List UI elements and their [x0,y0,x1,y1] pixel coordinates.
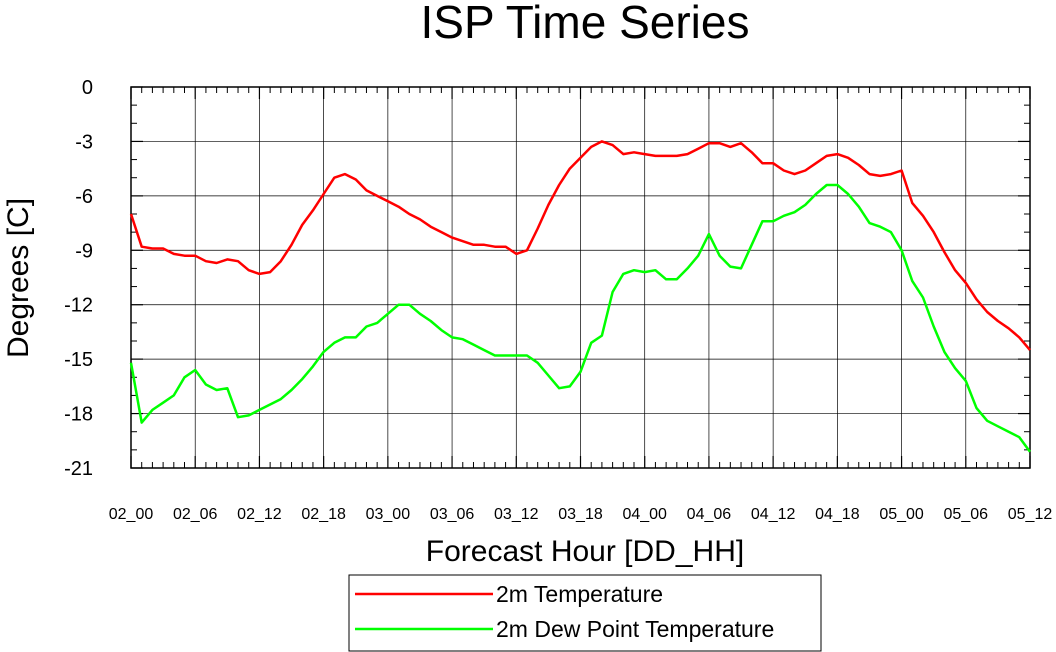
legend: 2m Temperature 2m Dew Point Temperature [348,574,822,652]
x-tick-label: 04_18 [815,506,860,523]
legend-label-dew-point: 2m Dew Point Temperature [496,616,774,642]
series-lines [129,140,1032,453]
ticks [130,86,1031,469]
x-tick-label: 02_00 [109,506,154,523]
x-tick-label: 04_00 [622,506,667,523]
y-tick-label: -3 [75,131,93,153]
temperature-line [129,140,1031,351]
x-tick-label: 03_00 [366,506,411,523]
x-tick-label: 03_06 [430,506,475,523]
x-tick-labels: 02_00 02_06 02_12 02_18 03_00 03_06 03_12 03_18… [109,506,1053,523]
legend-box [348,574,822,652]
chart-title: ISP Time Series [421,0,750,48]
x-tick-label: 05_00 [879,506,924,523]
x-tick-label: 03_18 [558,506,603,523]
x-tick-label: 04_12 [751,506,796,523]
x-axis-label: Forecast Hour [DD_HH] [426,535,744,568]
x-tick-label: 05_06 [944,506,989,523]
y-tick-label: -18 [64,404,93,426]
x-tick-label: 02_18 [301,506,346,523]
y-tick-labels: 0 -3 -6 -9 -12 -15 -18 -21 [64,77,93,480]
y-tick-label: -15 [64,349,93,371]
legend-label-temperature: 2m Temperature [496,581,663,607]
grid [130,86,1031,469]
y-tick-label: -9 [75,240,93,262]
x-tick-label: 03_12 [494,506,539,523]
x-tick-label: 04_06 [687,506,732,523]
x-tick-label: 05_12 [1008,506,1053,523]
y-tick-label: -6 [75,186,93,208]
y-tick-label: 0 [82,77,93,99]
y-axis-label: Degrees [C] [2,198,35,358]
dew-point-line [129,183,1032,453]
x-tick-label: 02_06 [173,506,218,523]
y-tick-label: -21 [64,458,93,480]
x-tick-label: 02_12 [237,506,282,523]
y-tick-label: -12 [64,295,93,317]
